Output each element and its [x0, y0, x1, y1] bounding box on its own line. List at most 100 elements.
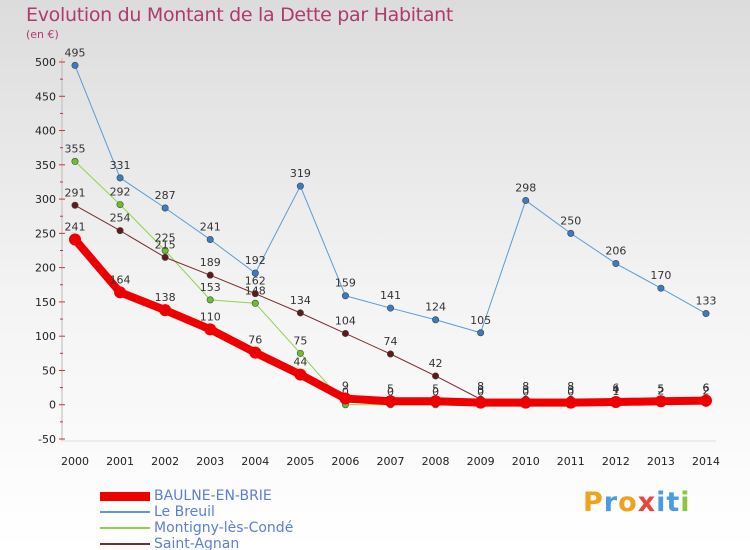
data-point [161, 253, 169, 261]
data-point [206, 296, 214, 304]
logo-letter: o [618, 487, 638, 518]
y-tick-label: 500 [35, 56, 56, 69]
data-point [251, 299, 259, 307]
data-label: 42 [429, 357, 443, 370]
data-label: 5 [432, 382, 439, 395]
data-label: 124 [425, 301, 446, 314]
logo-letter: r [603, 487, 619, 518]
logo-letter: x [637, 487, 657, 518]
data-label: 1 [612, 385, 619, 398]
logo-letter: t [666, 487, 681, 518]
y-tick-label: 350 [35, 159, 56, 172]
data-label: 2 [657, 384, 664, 397]
data-point [567, 229, 575, 237]
y-tick-label: 50 [42, 364, 56, 377]
data-label: 134 [290, 294, 311, 307]
x-tick-label: 2012 [602, 455, 630, 468]
data-point [432, 372, 440, 380]
x-tick-label: 2006 [331, 455, 359, 468]
data-point [251, 290, 259, 298]
data-label: 76 [248, 334, 262, 347]
data-label: 192 [245, 254, 266, 267]
data-point [161, 247, 169, 255]
data-label: 3 [567, 384, 574, 397]
y-tick-label: 250 [35, 227, 56, 240]
data-label: 8 [522, 380, 529, 393]
data-label: 9 [342, 380, 349, 393]
data-label: 133 [696, 295, 717, 308]
data-point [384, 395, 397, 408]
data-label: 355 [65, 142, 86, 155]
data-label: 0 [477, 386, 484, 399]
data-label: 189 [200, 256, 221, 269]
data-label: 3 [522, 384, 529, 397]
data-label: 138 [155, 291, 176, 304]
y-tick-label: 150 [35, 296, 56, 309]
y-tick-label: 300 [35, 193, 56, 206]
data-label: 8 [477, 380, 484, 393]
data-label: 206 [605, 245, 626, 258]
data-label: 319 [290, 167, 311, 180]
y-tick-label: 100 [35, 330, 56, 343]
data-point [612, 260, 620, 268]
x-tick-label: 2014 [692, 455, 720, 468]
data-point [71, 157, 79, 165]
data-label: 6 [703, 382, 710, 395]
chart-title: Evolution du Montant de la Dette par Hab… [26, 4, 454, 26]
data-point [386, 304, 394, 312]
legend-label: Saint-Agnan [154, 536, 240, 550]
data-label: 291 [65, 186, 86, 199]
data-label: 105 [470, 314, 491, 327]
data-point [519, 396, 532, 409]
data-label: 0 [387, 386, 394, 399]
y-tick-label: 400 [35, 125, 56, 138]
data-point [609, 395, 622, 408]
data-label: 74 [384, 335, 398, 348]
data-point [204, 323, 217, 336]
data-label: 298 [515, 181, 536, 194]
data-point [386, 350, 394, 358]
data-point [159, 304, 172, 317]
data-point [564, 396, 577, 409]
data-label: 153 [200, 281, 221, 294]
y-tick-label: 0 [49, 399, 56, 412]
data-label: 215 [155, 238, 176, 251]
data-point [339, 392, 352, 405]
data-point [657, 284, 665, 292]
data-point [296, 182, 304, 190]
data-label: 104 [335, 314, 356, 327]
data-label: 241 [65, 221, 86, 234]
data-label: 5 [387, 382, 394, 395]
data-point [296, 309, 304, 317]
y-tick-label: 450 [35, 90, 56, 103]
x-tick-label: 2008 [422, 455, 450, 468]
x-tick-label: 2009 [467, 455, 495, 468]
data-label: 250 [560, 214, 581, 227]
y-tick-label: 200 [35, 262, 56, 275]
data-label: 0 [567, 386, 574, 399]
data-point [116, 174, 124, 182]
data-label: 254 [110, 212, 131, 225]
data-label: 0 [432, 386, 439, 399]
data-label: 170 [650, 269, 671, 282]
data-point [71, 201, 79, 209]
data-label: 162 [245, 275, 266, 288]
x-tick-label: 2000 [61, 455, 89, 468]
data-point [432, 316, 440, 324]
data-point [71, 61, 79, 69]
legend-item: Montigny-lès-Condé [100, 520, 360, 536]
data-label: 495 [65, 46, 86, 59]
data-label: 159 [335, 277, 356, 290]
data-label: 110 [200, 310, 221, 323]
legend-item: Saint-Agnan [100, 536, 360, 550]
legend-label: BAULNE-EN-BRIE [154, 488, 272, 504]
x-tick-label: 2001 [106, 455, 134, 468]
data-label: 6 [703, 382, 710, 395]
data-label: 5 [657, 382, 664, 395]
data-label: 0 [522, 386, 529, 399]
data-label: 141 [380, 289, 401, 302]
x-tick-label: 2011 [557, 455, 585, 468]
data-point [654, 395, 667, 408]
x-tick-label: 2003 [196, 455, 224, 468]
x-tick-label: 2002 [151, 455, 179, 468]
